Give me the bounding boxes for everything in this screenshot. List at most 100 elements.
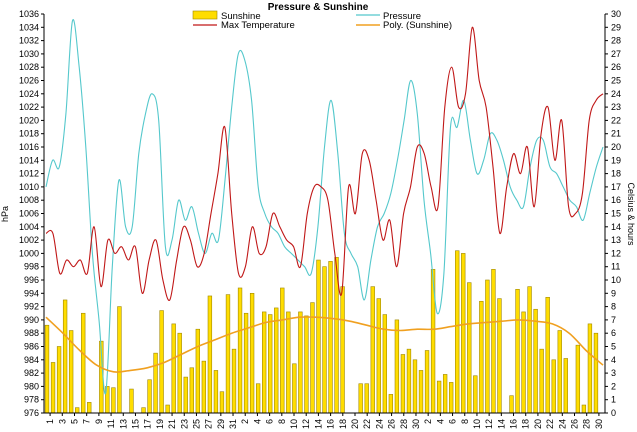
sunshine-bar	[237, 287, 243, 414]
sunshine-bar	[62, 299, 68, 414]
right-tick-label: 27	[611, 49, 621, 59]
sunshine-bar	[50, 362, 56, 414]
x-tick-label: 29	[216, 419, 226, 429]
max-temperature-line	[45, 26, 604, 301]
right-tick-label: 17	[611, 182, 621, 192]
sunshine-bar	[165, 404, 170, 414]
x-tick-label: 14	[496, 419, 506, 429]
right-tick-label: 8	[611, 302, 616, 312]
sunshine-bars	[44, 250, 599, 414]
sunshine-bar	[183, 376, 188, 414]
x-tick-label: 23	[179, 419, 189, 429]
sunshine-bar	[87, 402, 92, 414]
sunshine-bar	[539, 348, 544, 414]
sunshine-bar	[497, 298, 502, 414]
sunshine-bar	[551, 359, 556, 414]
legend-label-sunshine: Sunshine	[221, 11, 261, 22]
x-tick-label: 4	[435, 419, 445, 424]
left-tick-label: 1010	[19, 182, 39, 192]
sunshine-bar	[485, 279, 490, 414]
sunshine-bar	[231, 348, 237, 414]
left-tick-label: 1036	[19, 9, 39, 19]
x-tick-label: 24	[557, 419, 567, 429]
sunshine-bar	[129, 388, 134, 414]
sunshine-bar	[316, 259, 321, 414]
left-tick-label: 1028	[19, 62, 39, 72]
right-tick-label: 22	[611, 115, 621, 125]
left-tick-label: 988	[24, 328, 39, 338]
sunshine-bar	[557, 330, 562, 414]
sunshine-bar	[111, 387, 116, 414]
right-tick-label: 21	[611, 129, 621, 139]
right-tick-label: 18	[611, 169, 621, 179]
left-tick-label: 1032	[19, 36, 39, 46]
x-tick-label: 28	[399, 419, 409, 429]
sunshine-bar	[400, 354, 406, 414]
sunshine-bar	[147, 379, 152, 414]
x-tick-label: 20	[533, 419, 543, 429]
sunshine-bar	[358, 383, 363, 414]
sunshine-bar	[436, 380, 442, 414]
left-tick-label: 1026	[19, 76, 39, 86]
right-tick-label: 28	[611, 36, 621, 46]
right-tick-label: 20	[611, 142, 621, 152]
sunshine-bar	[575, 344, 581, 414]
x-tick-label: 16	[509, 419, 519, 429]
legend-label-max-temperature: Max Temperature	[221, 20, 295, 31]
left-tick-label: 998	[24, 262, 39, 272]
x-tick-label: 10	[472, 419, 482, 429]
right-tick-label: 6	[611, 328, 616, 338]
sunshine-bar	[298, 311, 303, 414]
sunshine-bar	[249, 292, 255, 414]
left-tick-label: 1018	[19, 129, 39, 139]
x-tick-label: 2	[240, 419, 250, 424]
left-tick-label: 1034	[19, 22, 39, 32]
sunshine-bar	[424, 350, 430, 414]
sunshine-bar	[207, 295, 213, 414]
x-tick-label: 7	[82, 419, 92, 424]
left-tick-label: 1020	[19, 115, 39, 125]
x-tick-label: 22	[362, 419, 372, 429]
right-tick-label: 23	[611, 102, 621, 112]
x-tick-label: 26	[570, 419, 580, 429]
right-axis-ticks: 0123456789101112131415161718192021222324…	[605, 9, 621, 418]
right-tick-label: 24	[611, 89, 621, 99]
left-tick-label: 1004	[19, 222, 39, 232]
sunshine-bar	[394, 319, 400, 414]
sunshine-bar	[201, 360, 207, 414]
x-tick-label: 26	[387, 419, 397, 429]
x-tick-label: 22	[545, 419, 555, 429]
x-tick-label: 6	[448, 419, 458, 424]
sunshine-bar	[563, 358, 568, 414]
sunshine-bar	[491, 269, 496, 414]
x-tick-label: 14	[313, 419, 323, 429]
right-tick-label: 25	[611, 76, 621, 86]
left-tick-label: 1024	[19, 89, 39, 99]
right-tick-label: 13	[611, 235, 621, 245]
sunshine-bar	[593, 332, 599, 414]
legend: Sunshine Pressure Max Temperature Poly. …	[192, 10, 452, 31]
left-tick-label: 982	[24, 368, 39, 378]
x-tick-label: 8	[277, 419, 287, 424]
sunshine-bar	[268, 314, 273, 414]
sunshine-bar	[418, 370, 424, 414]
sunshine-bar	[280, 287, 285, 414]
sunshine-bar	[44, 324, 50, 414]
left-axis-ticks: 976 978 980 982 984 986 988 990 992 994 996 998 1000…	[19, 9, 44, 418]
chart-title: Pressure & Sunshine	[268, 2, 369, 13]
x-tick-label: 28	[582, 419, 592, 429]
x-tick-label: 18	[338, 419, 348, 429]
sunshine-bar	[304, 315, 309, 414]
x-tick-label: 18	[521, 419, 531, 429]
left-axis-label: hPa	[0, 206, 10, 222]
sunshine-bar	[479, 300, 484, 414]
right-tick-label: 3	[611, 368, 616, 378]
right-tick-label: 12	[611, 248, 621, 258]
legend-label-poly-sunshine: Poly. (Sunshine)	[383, 20, 452, 31]
sunshine-bar	[473, 375, 478, 414]
sunshine-bar	[322, 266, 327, 414]
sunshine-bar	[461, 253, 466, 414]
sunshine-bar	[153, 352, 158, 414]
sunshine-bar	[406, 348, 412, 414]
left-tick-label: 984	[24, 355, 39, 365]
